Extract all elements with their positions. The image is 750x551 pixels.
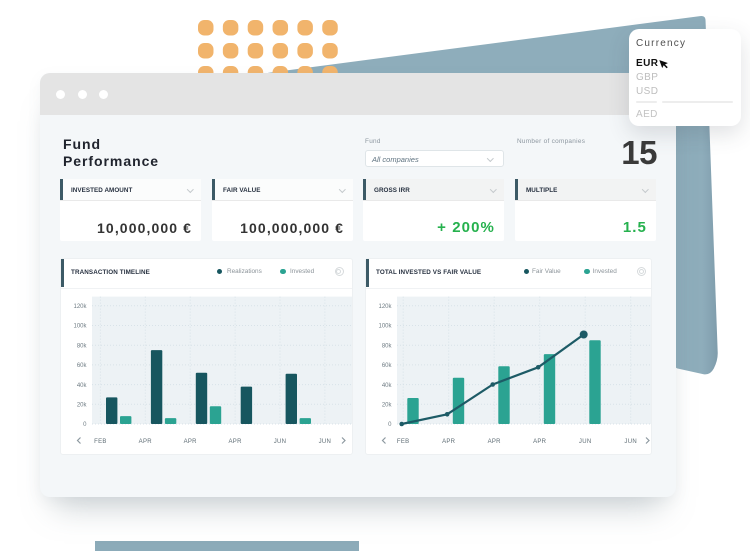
svg-text:100k: 100k xyxy=(73,324,87,330)
svg-text:20k: 20k xyxy=(382,403,393,409)
svg-text:120k: 120k xyxy=(378,304,392,310)
svg-text:JUN: JUN xyxy=(319,439,332,445)
svg-text:40k: 40k xyxy=(77,383,88,389)
svg-text:100k: 100k xyxy=(378,324,392,330)
svg-text:APR: APR xyxy=(488,439,502,445)
svg-text:APR: APR xyxy=(228,439,242,445)
svg-text:40k: 40k xyxy=(382,383,393,389)
svg-text:60k: 60k xyxy=(77,363,88,369)
svg-text:APR: APR xyxy=(442,439,456,445)
svg-text:120k: 120k xyxy=(73,304,87,310)
svg-text:80k: 80k xyxy=(382,343,393,349)
svg-text:0: 0 xyxy=(83,422,87,428)
svg-text:APR: APR xyxy=(139,439,153,445)
svg-text:JUN: JUN xyxy=(274,439,287,445)
svg-text:APR: APR xyxy=(184,439,198,445)
svg-text:JUN: JUN xyxy=(579,439,592,445)
svg-text:80k: 80k xyxy=(77,343,88,349)
svg-text:JUN: JUN xyxy=(624,439,637,445)
svg-text:0: 0 xyxy=(388,422,392,428)
svg-text:FEB: FEB xyxy=(397,439,410,445)
svg-text:20k: 20k xyxy=(77,403,88,409)
svg-text:60k: 60k xyxy=(382,363,393,369)
svg-text:FEB: FEB xyxy=(94,439,107,445)
svg-text:APR: APR xyxy=(533,439,547,445)
